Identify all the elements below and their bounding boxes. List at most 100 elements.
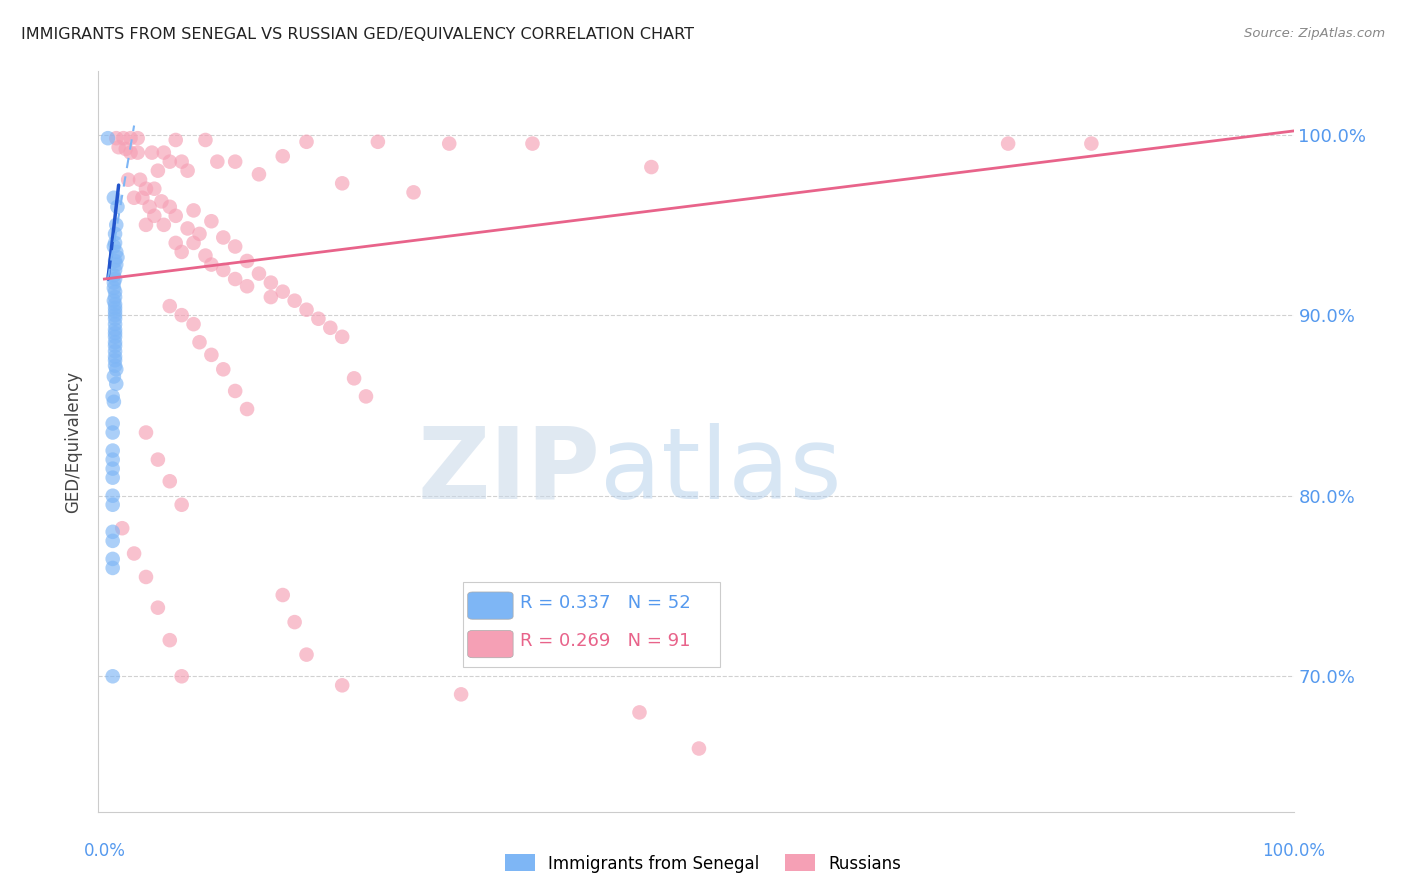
Point [450,687,472,701]
Point [224,272,246,286]
Point [105,131,128,145]
Point [122,547,145,561]
Point [330,330,353,344]
Point [236,254,259,268]
Point [117,172,139,186]
Point [104,304,127,318]
Point [271,149,294,163]
Point [101,389,124,403]
Point [165,209,187,223]
Point [170,669,193,683]
Text: 100.0%: 100.0% [1263,842,1324,860]
Point [101,489,124,503]
Point [295,302,318,317]
Point [200,214,222,228]
Point [143,182,166,196]
Point [271,285,294,299]
Point [640,160,662,174]
Point [176,163,198,178]
Point [103,369,125,384]
Point [183,235,205,250]
Point [402,186,425,200]
Point [111,521,134,535]
Point [319,320,342,334]
Point [330,177,353,191]
Point [354,389,377,403]
Point [153,218,176,232]
Point [212,263,235,277]
Point [165,235,187,250]
Point [138,200,160,214]
Point [104,326,127,341]
Point [105,362,128,376]
Point [260,290,283,304]
Point [170,244,193,259]
Point [105,376,128,391]
Point [101,524,124,539]
Point [103,281,125,295]
Point [104,322,127,336]
Point [997,136,1019,151]
Point [295,135,318,149]
Point [104,353,127,368]
Point [107,200,129,214]
Text: atlas: atlas [600,423,842,520]
Point [104,308,127,322]
Point [247,267,270,281]
Point [103,276,125,290]
Point [146,452,169,467]
Text: IMMIGRANTS FROM SENEGAL VS RUSSIAN GED/EQUIVALENCY CORRELATION CHART: IMMIGRANTS FROM SENEGAL VS RUSSIAN GED/E… [21,27,695,42]
Point [153,145,176,160]
Point [104,290,127,304]
Point [159,154,181,169]
Point [165,133,187,147]
Point [271,588,294,602]
Point [224,154,246,169]
Point [101,470,124,484]
Point [224,239,246,253]
Point [159,475,181,489]
Point [129,172,152,186]
Point [688,741,710,756]
Point [307,311,329,326]
Point [104,350,127,364]
Point [120,131,142,145]
Text: R = 0.269   N = 91: R = 0.269 N = 91 [520,632,690,650]
Point [141,145,163,160]
Point [97,131,120,145]
Point [105,244,128,259]
Point [284,615,307,629]
Point [295,648,318,662]
FancyBboxPatch shape [468,592,513,619]
Point [170,154,193,169]
Point [120,145,142,160]
Point [224,384,246,398]
Point [194,248,217,262]
Point [104,317,127,331]
Point [104,339,127,353]
Point [101,443,124,458]
Point [101,461,124,475]
Point [105,218,128,232]
Point [103,191,125,205]
Point [104,297,127,311]
Point [330,678,353,692]
Text: Source: ZipAtlas.com: Source: ZipAtlas.com [1244,27,1385,40]
Point [236,402,259,417]
Point [236,279,259,293]
Point [135,182,157,196]
Text: 0.0%: 0.0% [83,842,125,860]
Point [146,600,169,615]
Point [104,335,127,350]
Point [194,133,217,147]
Point [104,301,127,315]
Point [101,669,124,683]
Point [135,218,157,232]
Point [247,167,270,181]
Point [103,239,125,253]
FancyBboxPatch shape [463,582,720,667]
Point [104,285,127,299]
Point [143,209,166,223]
Point [159,633,181,648]
Point [212,362,235,376]
